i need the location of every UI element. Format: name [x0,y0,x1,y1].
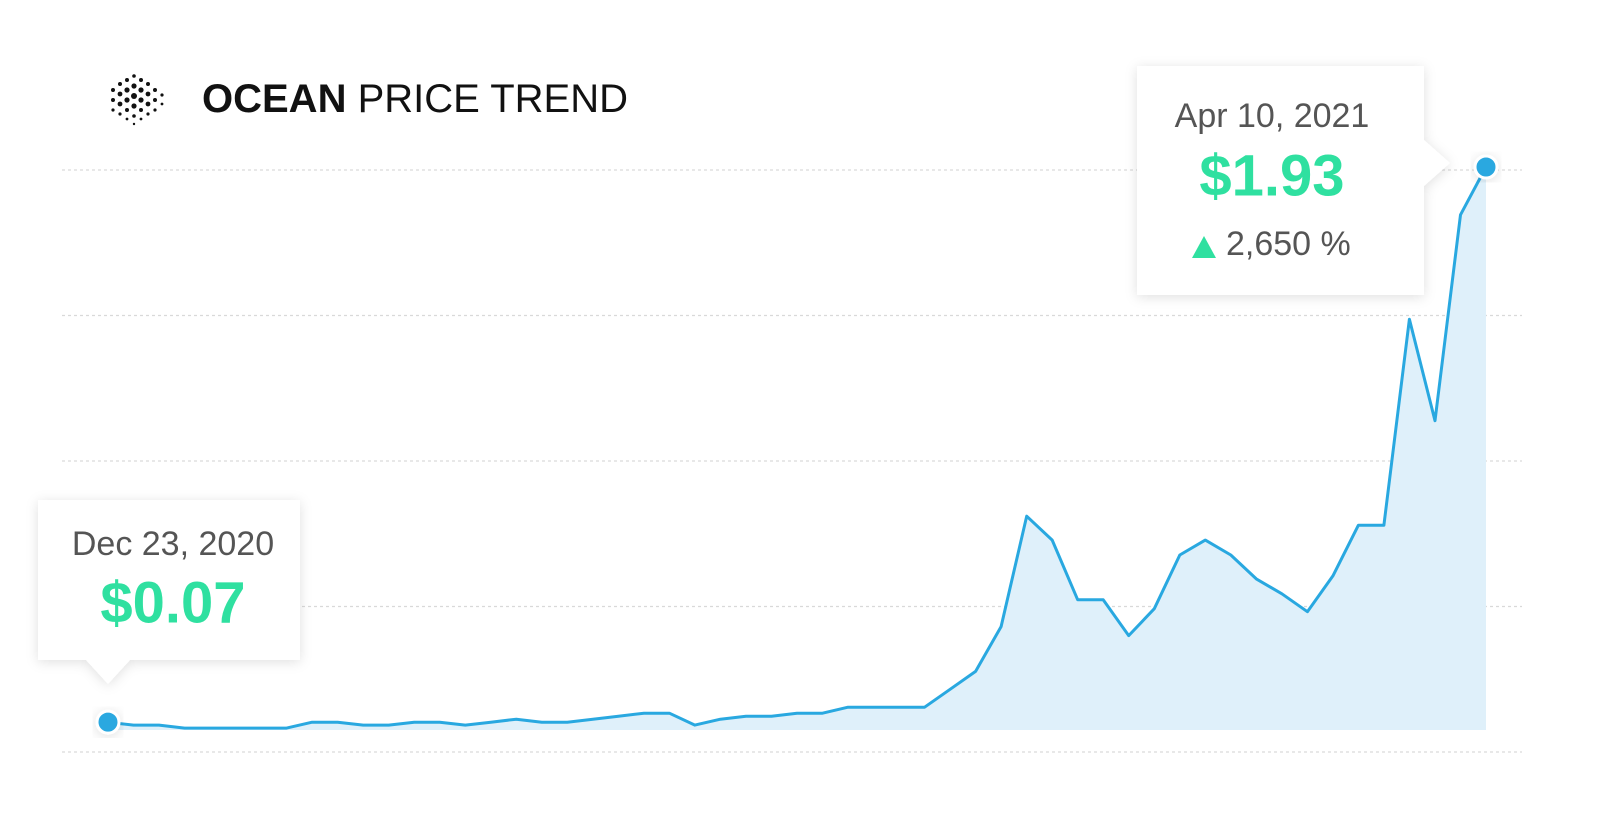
tooltip-change: 2,650 % [1226,225,1351,263]
title-coin: OCEAN [202,77,346,121]
plot [62,166,1522,753]
tooltip-date: Dec 23, 2020 [72,525,274,563]
point-marker [1473,154,1499,180]
end-tooltip: Apr 10, 2021 $1.93 2,650 % [1137,66,1450,295]
area-fill [108,167,1486,730]
tooltip-value: $0.07 [100,570,245,635]
change-arrow [1192,236,1216,258]
price-line [107,166,1488,730]
chart-title: OCEAN PRICE TREND [202,77,628,121]
title-text: PRICE TREND [358,77,628,121]
tooltip-value: $1.93 [1199,143,1344,208]
point-marker [95,709,121,735]
start-tooltip: Dec 23, 2020 $0.07 [38,500,300,684]
tooltip-date: Apr 10, 2021 [1175,97,1370,135]
logo [111,74,164,126]
